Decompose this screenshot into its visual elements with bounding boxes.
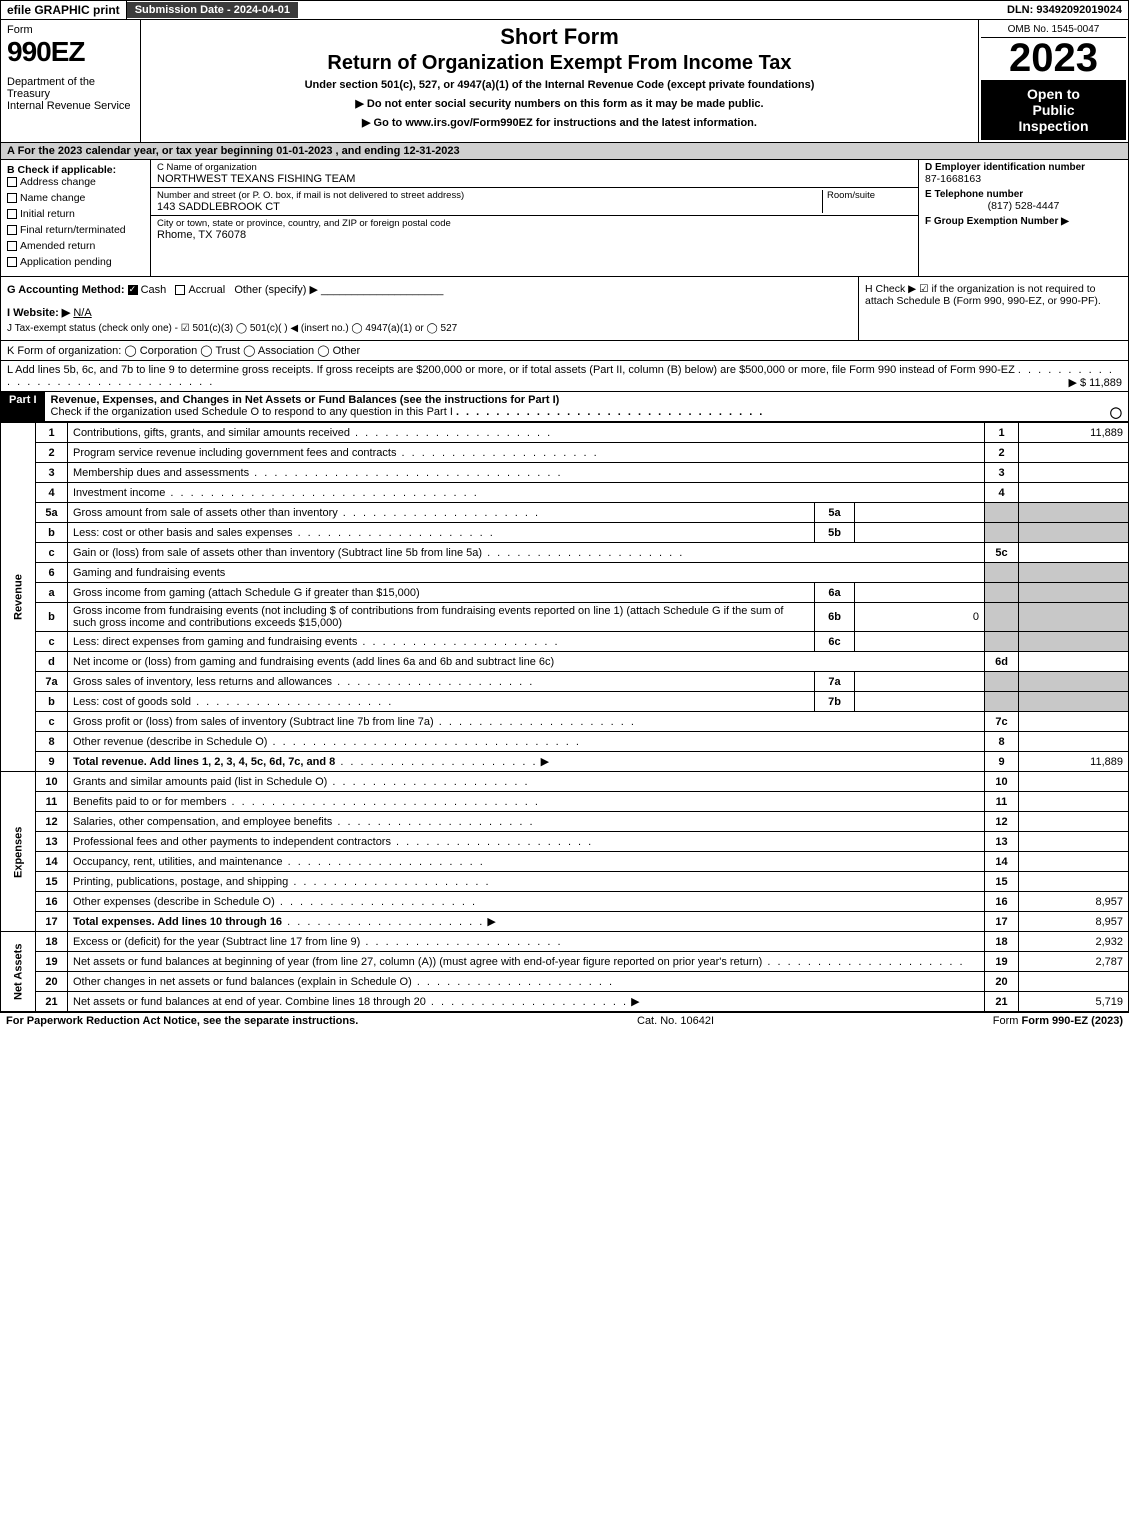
line-1-num: 1 <box>36 423 68 443</box>
col-d-e-f: D Employer identification number 87-1668… <box>918 160 1128 276</box>
efile-print[interactable]: efile GRAPHIC print <box>1 1 127 19</box>
col-b: B Check if applicable: Address change Na… <box>1 160 151 276</box>
expenses-vlabel: Expenses <box>1 772 36 932</box>
ein-label: D Employer identification number <box>925 162 1122 173</box>
addr-cell: Number and street (or P. O. box, if mail… <box>151 188 918 216</box>
line-21-amount: 5,719 <box>1019 992 1129 1012</box>
website-label: I Website: ▶ <box>7 307 70 319</box>
submission-date: Submission Date - 2024-04-01 <box>127 2 298 18</box>
header-center: Short Form Return of Organization Exempt… <box>141 20 978 142</box>
addr-label: Number and street (or P. O. box, if mail… <box>157 190 822 201</box>
topbar: efile GRAPHIC print Submission Date - 20… <box>0 0 1129 20</box>
line-19-amount: 2,787 <box>1019 952 1129 972</box>
website-value: N/A <box>73 307 91 319</box>
part-i-header: Part I Revenue, Expenses, and Changes in… <box>0 392 1129 422</box>
part-i-check-box[interactable]: ◯ <box>1110 406 1122 419</box>
open-to-public: Open to Public Inspection <box>981 80 1126 140</box>
row-k: K Form of organization: ◯ Corporation ◯ … <box>0 341 1129 361</box>
city-value: Rhome, TX 76078 <box>157 229 912 241</box>
form-number: 990EZ <box>7 36 134 68</box>
city-cell: City or town, state or province, country… <box>151 216 918 243</box>
header-left: Form 990EZ Department of the Treasury In… <box>1 20 141 142</box>
chk-final-return[interactable]: Final return/terminated <box>7 224 144 236</box>
goto-link[interactable]: ▶ Go to www.irs.gov/Form990EZ for instru… <box>147 116 972 129</box>
part-i-check-text: Check if the organization used Schedule … <box>51 406 453 418</box>
tel-value: (817) 528-4447 <box>925 200 1122 212</box>
line-18-amount: 2,932 <box>1019 932 1129 952</box>
chk-application-pending[interactable]: Application pending <box>7 256 144 268</box>
chk-initial-return[interactable]: Initial return <box>7 208 144 220</box>
chk-cash[interactable] <box>128 285 138 295</box>
chk-amended-return[interactable]: Amended return <box>7 240 144 252</box>
irs: Internal Revenue Service <box>7 100 134 112</box>
addr-value: 143 SADDLEBROOK CT <box>157 201 822 213</box>
row-a-calendar-year: A For the 2023 calendar year, or tax yea… <box>0 143 1129 160</box>
org-name: NORTHWEST TEXANS FISHING TEAM <box>157 173 912 185</box>
org-name-cell: C Name of organization NORTHWEST TEXANS … <box>151 160 918 188</box>
footer-catno: Cat. No. 10642I <box>637 1015 714 1027</box>
room-label: Room/suite <box>827 190 912 201</box>
line-9-total-revenue: 11,889 <box>1019 752 1129 772</box>
part-i-title: Revenue, Expenses, and Changes in Net As… <box>51 394 560 406</box>
gross-receipts-amount: ▶ $ 11,889 <box>1068 376 1122 389</box>
footer-right: Form Form 990-EZ (2023) <box>993 1015 1123 1027</box>
short-form-title: Short Form <box>147 24 972 50</box>
revenue-vlabel: Revenue <box>1 423 36 772</box>
col-c: C Name of organization NORTHWEST TEXANS … <box>151 160 918 276</box>
row-g-h: G Accounting Method: Cash Accrual Other … <box>0 277 1129 341</box>
chk-address-change[interactable]: Address change <box>7 176 144 188</box>
b-label: B Check if applicable: <box>7 164 116 176</box>
form-header: Form 990EZ Department of the Treasury In… <box>0 20 1129 143</box>
ein-value: 87-1668163 <box>925 173 1122 185</box>
ssn-note: ▶ Do not enter social security numbers o… <box>147 97 972 110</box>
under-section: Under section 501(c), 527, or 4947(a)(1)… <box>147 79 972 91</box>
tel-label: E Telephone number <box>925 189 1122 200</box>
lines-table: Revenue 1 Contributions, gifts, grants, … <box>0 422 1129 1012</box>
line-6b-value: 0 <box>855 603 985 632</box>
form-label: Form <box>7 24 134 36</box>
group-exempt-label: F Group Exemption Number ▶ <box>925 216 1122 227</box>
dept-treasury: Department of the Treasury <box>7 76 134 100</box>
section-b-through-f: B Check if applicable: Address change Na… <box>0 160 1129 277</box>
h-schedule-b: H Check ▶ ☑ if the organization is not r… <box>858 277 1128 340</box>
tax-year: 2023 <box>981 38 1126 78</box>
header-right: OMB No. 1545-0047 2023 Open to Public In… <box>978 20 1128 142</box>
chk-accrual[interactable] <box>175 285 185 295</box>
dln: DLN: 93492092019024 <box>1001 2 1128 18</box>
chk-name-change[interactable]: Name change <box>7 192 144 204</box>
line-17-total-expenses: 8,957 <box>1019 912 1129 932</box>
line-16-amount: 8,957 <box>1019 892 1129 912</box>
line-1-amount: 11,889 <box>1019 423 1129 443</box>
footer: For Paperwork Reduction Act Notice, see … <box>0 1012 1129 1029</box>
city-label: City or town, state or province, country… <box>157 218 912 229</box>
footer-left: For Paperwork Reduction Act Notice, see … <box>6 1015 358 1027</box>
g-accounting: G Accounting Method: Cash Accrual Other … <box>1 277 858 340</box>
part-i-tag: Part I <box>1 392 45 421</box>
netassets-vlabel: Net Assets <box>1 932 36 1012</box>
return-title: Return of Organization Exempt From Incom… <box>147 52 972 75</box>
j-tax-exempt: J Tax-exempt status (check only one) - ☑… <box>7 323 852 334</box>
org-name-label: C Name of organization <box>157 162 912 173</box>
row-l: L Add lines 5b, 6c, and 7b to line 9 to … <box>0 361 1129 392</box>
